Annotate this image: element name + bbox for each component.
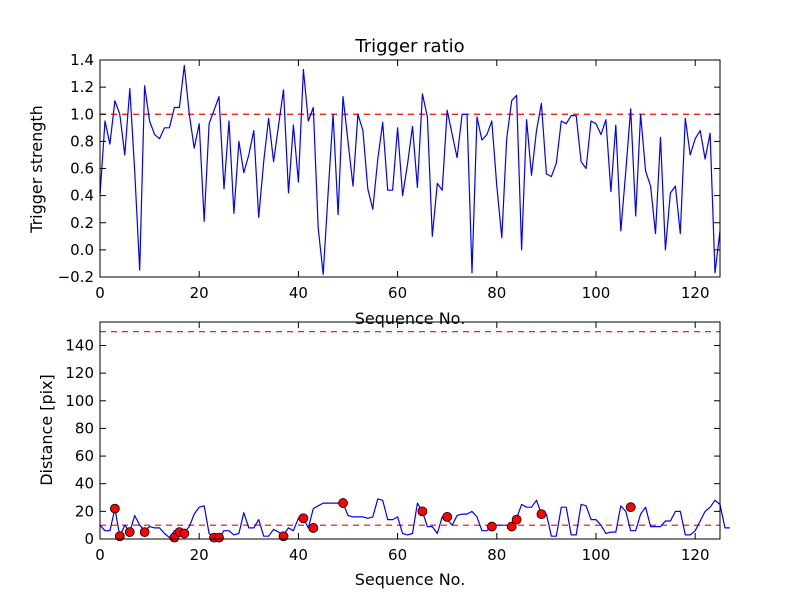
bottom-y-tick-label: 60: [75, 447, 94, 465]
top-x-axis-label: Sequence No.: [355, 309, 466, 328]
bottom-x-tick-label: 60: [388, 546, 407, 564]
bottom-y-tick-label: 120: [65, 364, 94, 382]
marker-point: [298, 513, 309, 524]
bottom-x-tick-label: 100: [582, 546, 611, 564]
marker-point: [109, 503, 120, 514]
marker-point: [417, 506, 428, 517]
marker-point: [278, 531, 289, 542]
bottom-x-tick-label: 0: [95, 546, 105, 564]
marker-point: [179, 528, 190, 539]
top-x-tick-label: 120: [681, 284, 710, 302]
bottom-y-tick-label: 80: [75, 419, 94, 437]
bottom-y-tick-label: 0: [84, 530, 94, 548]
top-y-tick-label: 0.2: [70, 214, 94, 232]
marker-point: [511, 514, 522, 525]
top-chart: Trigger ratio 0 20 40 60 80 100 120 −0.2 0.0 0.2…: [27, 36, 721, 328]
marker-point: [442, 511, 453, 522]
marker-point: [625, 502, 636, 513]
top-x-tick-label: 100: [582, 284, 611, 302]
marker-point: [214, 532, 224, 543]
bottom-y-axis-label: Distance [pix]: [37, 374, 56, 486]
top-y-tick-label: 0.8: [70, 132, 94, 150]
bottom-x-tick-label: 40: [289, 546, 308, 564]
marker-point: [338, 498, 348, 508]
top-y-tick-label: 0.6: [70, 160, 94, 178]
top-x-tick-label: 20: [190, 284, 209, 302]
top-y-tick-label: 1.2: [70, 78, 94, 96]
marker-point: [506, 521, 517, 532]
top-x-tick-label: 60: [388, 284, 407, 302]
top-x-tick-label: 80: [487, 284, 506, 302]
marker-point: [536, 509, 547, 520]
bottom-x-tick-label: 120: [681, 546, 710, 564]
bottom-chart: 0 20 40 60 80 100 120 0 20 40 60 80 100 120 140 Seque…: [37, 321, 730, 589]
bottom-y-tick-label: 40: [75, 475, 94, 493]
top-y-tick-label: 0.4: [70, 187, 94, 205]
marker-point: [114, 531, 125, 542]
marker-point: [124, 527, 135, 537]
top-chart-title: Trigger ratio: [354, 36, 464, 57]
top-x-tick-label: 0: [95, 284, 105, 302]
bottom-plot-frame: [99, 321, 721, 540]
marker-point: [308, 523, 319, 533]
top-y-tick-label: 1.4: [70, 51, 94, 69]
bottom-series-line: [99, 498, 730, 539]
bottom-y-tick-label: 140: [65, 336, 94, 354]
top-y-tick-label: 1.0: [70, 105, 94, 123]
top-x-tick-label: 40: [289, 284, 308, 302]
top-series-line: [99, 64, 721, 275]
bottom-y-tick-label: 100: [65, 392, 94, 410]
top-y-tick-label: 0.0: [70, 241, 94, 259]
top-y-tick-label: −0.2: [58, 268, 94, 286]
top-plot-frame: [99, 59, 721, 278]
bottom-x-axis-label: Sequence No.: [355, 570, 466, 589]
bottom-x-tick-label: 20: [190, 546, 209, 564]
marker-point: [139, 527, 150, 537]
bottom-x-tick-label: 80: [487, 546, 506, 564]
top-y-axis-label: Trigger strength: [27, 105, 46, 234]
marker-point: [486, 521, 497, 532]
bottom-y-tick-label: 20: [75, 502, 94, 520]
